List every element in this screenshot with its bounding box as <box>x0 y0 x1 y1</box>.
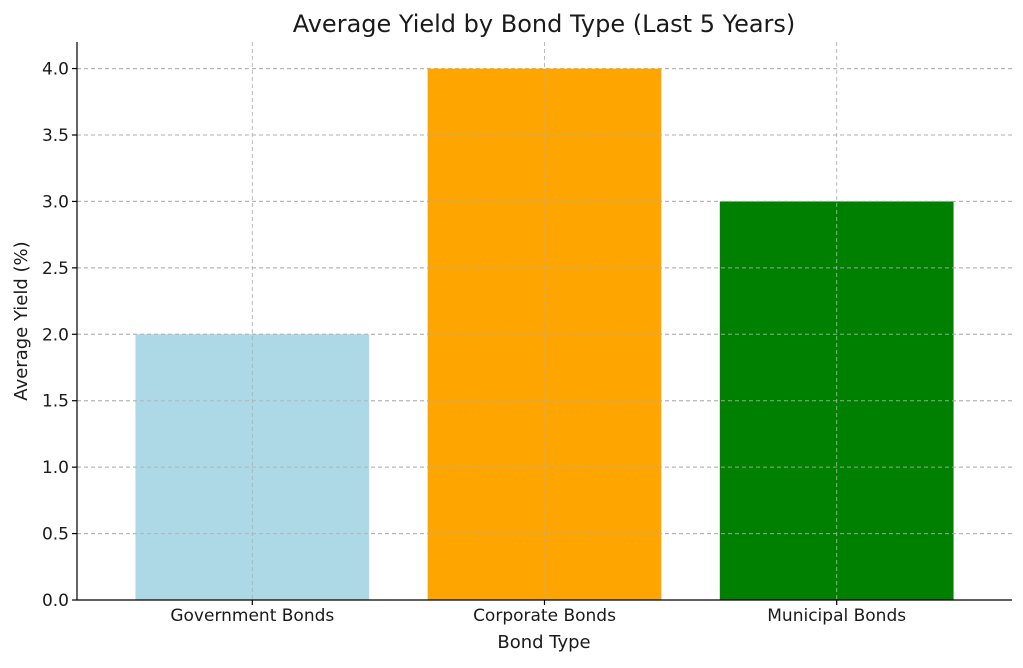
y-tick-label: 0.0 <box>42 591 69 611</box>
y-tick-label: 3.0 <box>42 192 69 212</box>
y-tick-label: 0.5 <box>42 525 69 545</box>
x-tick-label: Government Bonds <box>170 606 334 626</box>
x-tick-label: Municipal Bonds <box>767 606 906 626</box>
y-tick-label: 3.5 <box>42 126 69 146</box>
y-tick-label: 2.0 <box>42 325 69 345</box>
chart-title: Average Yield by Bond Type (Last 5 Years… <box>293 10 796 38</box>
y-tick-label: 1.5 <box>42 392 69 412</box>
x-ticks: Government Bonds Corporate Bonds Municipal… <box>170 600 906 626</box>
y-tick-label: 4.0 <box>42 60 69 80</box>
y-axis-label: Average Yield (%) <box>11 241 32 400</box>
y-tick-label: 2.5 <box>42 259 69 279</box>
y-ticks: 0.0 0.5 1.0 1.5 2.0 2.5 3.0 3.5 4.0 <box>42 60 77 611</box>
x-axis-label: Bond Type <box>497 632 590 653</box>
y-tick-label: 1.0 <box>42 458 69 478</box>
bars <box>77 42 1012 601</box>
x-tick-label: Corporate Bonds <box>473 606 616 626</box>
